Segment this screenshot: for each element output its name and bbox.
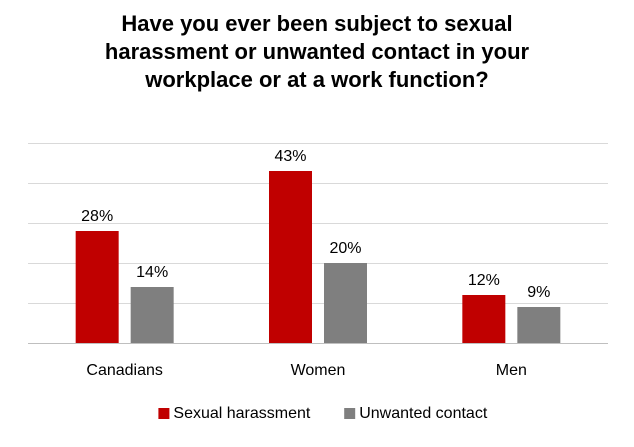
data-label: 20% (329, 240, 361, 257)
bar (462, 295, 506, 343)
bar (324, 263, 367, 343)
bar (75, 231, 119, 343)
chart-title: Have you ever been subject to sexual har… (0, 10, 634, 94)
data-label: 28% (81, 208, 113, 225)
legend-label: Sexual harassment (173, 405, 311, 422)
chart-title-line-2: harassment or unwanted contact in your (104, 39, 530, 64)
data-label: 12% (468, 272, 500, 289)
bar (130, 287, 174, 343)
x-tick-label: Canadians (86, 362, 163, 379)
legend-swatch (158, 408, 170, 419)
data-label: 9% (527, 284, 550, 301)
x-tick-label: Men (496, 362, 527, 379)
bar (517, 307, 561, 343)
data-label: 43% (274, 148, 306, 165)
legend-label: Unwanted contact (359, 405, 488, 422)
x-tick-label: Women (291, 362, 346, 379)
chart-title-line-3: workplace or at a work function? (145, 67, 489, 92)
chart-title-line-1: Have you ever been subject to sexual (121, 11, 513, 36)
legend-swatch (344, 408, 356, 419)
bar (269, 171, 312, 343)
data-label: 14% (136, 264, 168, 281)
